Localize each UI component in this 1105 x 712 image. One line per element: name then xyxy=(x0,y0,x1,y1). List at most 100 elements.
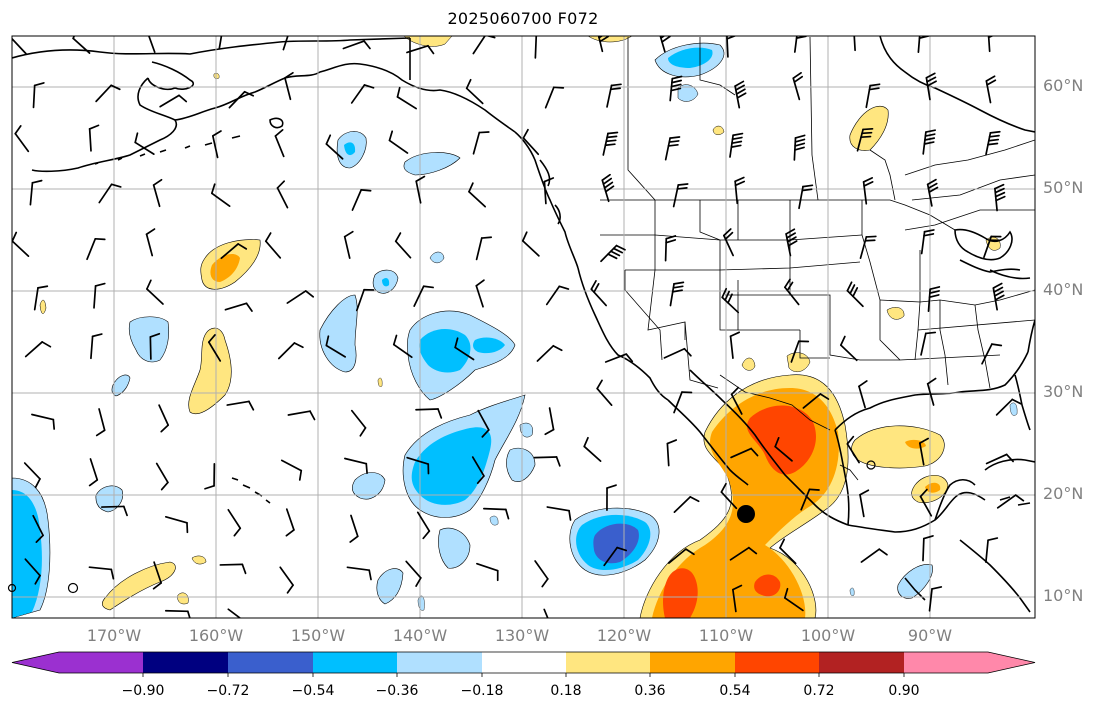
wind-barb-feather xyxy=(989,130,1001,134)
colorbar-tick-label: 0.54 xyxy=(719,683,751,699)
wind-barb-feather xyxy=(541,578,549,588)
wind-barb xyxy=(227,608,242,618)
wind-barb xyxy=(995,398,1014,416)
wind-barb xyxy=(981,343,993,365)
wind-barb-feather xyxy=(468,182,474,193)
wind-barb xyxy=(928,588,933,612)
lon-label: 90°W xyxy=(907,626,953,645)
wind-barb-feather xyxy=(995,195,1006,202)
wind-barb xyxy=(226,400,250,406)
wind-barb-feather xyxy=(604,143,616,147)
wind-barb xyxy=(86,237,97,261)
wind-barb xyxy=(858,385,866,409)
wind-barb xyxy=(88,128,92,152)
wind-barb xyxy=(159,94,180,108)
wind-barb-feather xyxy=(750,447,759,457)
wind-barb-feather xyxy=(415,577,422,587)
wind-barb-feather xyxy=(186,610,191,618)
wind-barb-feather xyxy=(237,243,248,250)
wind-barb-feather xyxy=(991,343,1003,347)
wind-barb-feather xyxy=(31,179,43,184)
wind-barb-feather xyxy=(552,86,565,89)
wind-barb-feather xyxy=(625,353,634,363)
wind-barb-feather xyxy=(673,281,685,285)
wind-barb xyxy=(14,132,30,153)
wind-barb-feather xyxy=(12,231,18,243)
wind-barb xyxy=(218,36,223,50)
wind-barb-feather xyxy=(146,279,152,290)
colorbar-tick-label: −0.90 xyxy=(121,683,165,699)
colorbar-segment xyxy=(650,652,735,673)
wind-barb-feather xyxy=(590,280,597,291)
colorbar-segment xyxy=(59,652,143,673)
wind-barb xyxy=(476,562,499,572)
colorbar-tick-label: 0.90 xyxy=(888,683,920,699)
wind-barb-feather xyxy=(926,178,937,186)
wind-barb-feather xyxy=(924,331,937,335)
wind-barb-feather xyxy=(1014,494,1025,502)
wind-barb xyxy=(279,566,294,587)
wind-barb-feather xyxy=(599,36,609,43)
wind-barb xyxy=(220,243,239,260)
wind-barb-feather xyxy=(802,184,814,188)
wind-barb-feather xyxy=(987,142,999,146)
wind-barb xyxy=(211,135,219,159)
wind-barb-feather xyxy=(95,429,106,437)
wind-barb-feather xyxy=(784,278,791,289)
wind-barb-feather xyxy=(786,232,796,239)
wind-barb-feather xyxy=(849,284,856,295)
wind-barb-feather xyxy=(388,130,394,142)
wind-barb-feather xyxy=(801,188,813,192)
wind-barb-feather xyxy=(724,231,734,240)
wind-barb-feather xyxy=(597,25,605,30)
wind-barb-feather xyxy=(480,236,493,239)
map-title: 2025060700 F072 xyxy=(447,9,599,28)
wind-barb-feather xyxy=(854,29,863,33)
wind-barb-feather xyxy=(928,294,940,299)
wind-barb-feather xyxy=(363,84,375,89)
wind-barb xyxy=(534,560,549,580)
wind-barb-feather xyxy=(918,437,929,444)
wind-barb xyxy=(472,131,481,155)
wind-barb xyxy=(666,442,670,467)
wind-barb xyxy=(155,462,169,484)
wind-barb-feather xyxy=(276,180,286,189)
wind-barb xyxy=(860,548,881,563)
wind-barb xyxy=(152,184,161,208)
wind-barb xyxy=(468,190,487,208)
wind-barb xyxy=(164,515,188,524)
wind-barb-feather xyxy=(110,183,122,188)
wind-barb-feather xyxy=(794,138,806,143)
wind-barb xyxy=(396,96,417,110)
wind-barb-feather xyxy=(223,26,232,27)
wind-barb-feather xyxy=(985,75,996,82)
wind-barb xyxy=(729,546,750,561)
wind-barb xyxy=(730,393,743,415)
wind-barb-feather xyxy=(437,408,443,419)
wind-barb-feather xyxy=(779,538,786,549)
wind-barb xyxy=(853,36,856,52)
wind-barb xyxy=(32,84,36,109)
wind-barb xyxy=(673,496,692,514)
wind-barb-feather xyxy=(786,236,797,243)
wind-barb-feather xyxy=(784,587,789,599)
wind-barb-feather xyxy=(732,584,743,591)
anomaly-positive-high xyxy=(663,568,698,618)
wind-barb-feather xyxy=(661,36,671,43)
wind-barb-feather xyxy=(233,527,242,537)
wind-barb-feather xyxy=(735,84,745,91)
wind-barb-feather xyxy=(846,435,855,445)
wind-barb-feather xyxy=(558,285,570,290)
wind-barb-feather xyxy=(986,79,997,86)
graticule xyxy=(12,36,1035,618)
colorbar-tick-label: −0.36 xyxy=(375,683,419,699)
wind-barb-feather xyxy=(852,287,859,298)
wind-barb xyxy=(98,183,113,204)
wind-barb-feather xyxy=(422,285,434,289)
wind-barb xyxy=(72,37,91,54)
wind-barb xyxy=(350,514,359,538)
wind-barb-feather xyxy=(723,228,732,237)
wind-barb xyxy=(533,456,558,459)
wind-barb-feather xyxy=(454,337,459,349)
